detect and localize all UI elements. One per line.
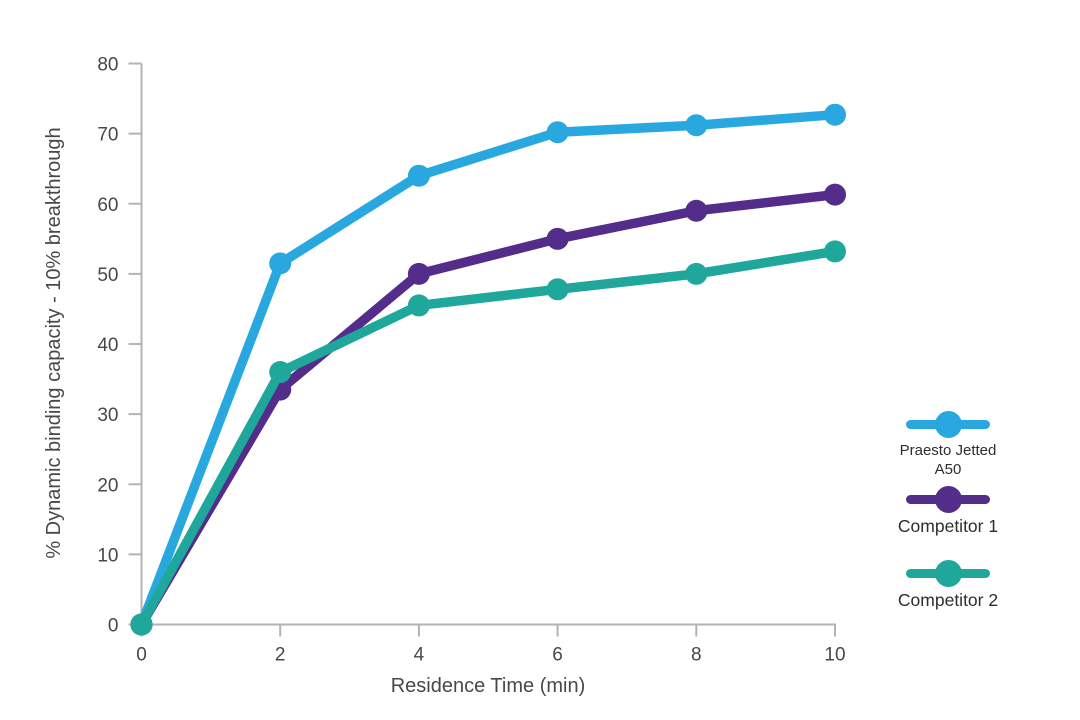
legend-label: Competitor 1 xyxy=(897,516,999,536)
data-point xyxy=(130,613,153,636)
data-point xyxy=(407,164,430,187)
legend-item-competitor-1: Competitor 1 xyxy=(896,486,1000,537)
legend-label: Competitor 2 xyxy=(897,590,999,610)
legend-label: Praesto Jetted A50 xyxy=(899,442,997,478)
series-group xyxy=(130,103,846,636)
y-axis: 0 10 20 30 40 50 60 70 80 xyxy=(97,55,143,637)
y-tick-label: 40 xyxy=(97,335,118,356)
x-tick-label: 6 xyxy=(552,645,563,666)
data-point xyxy=(824,240,846,263)
y-tick-label: 20 xyxy=(97,475,118,496)
legend: Praesto Jetted A50 Competitor 1 Competit… xyxy=(896,411,1000,611)
legend-swatch xyxy=(906,411,990,438)
series-line xyxy=(136,109,840,630)
legend-dot-icon xyxy=(934,411,962,438)
data-point xyxy=(546,227,569,250)
x-tick-label: 10 xyxy=(824,645,845,666)
x-axis-title: Residence Time (min) xyxy=(391,675,586,697)
data-point xyxy=(407,294,430,317)
data-point xyxy=(269,252,292,275)
series-line xyxy=(136,246,840,630)
series-praesto-jetted-a50 xyxy=(130,103,846,636)
data-point xyxy=(685,262,708,285)
series-line xyxy=(136,189,840,630)
data-point xyxy=(824,183,846,206)
data-point xyxy=(546,121,569,144)
data-point xyxy=(685,199,708,222)
y-tick-label: 70 xyxy=(97,125,118,146)
y-tick-label: 80 xyxy=(97,55,118,76)
legend-item-competitor-2: Competitor 2 xyxy=(896,560,1000,611)
y-tick-label: 0 xyxy=(108,616,119,637)
y-tick-label: 60 xyxy=(97,195,118,216)
y-tick-label: 50 xyxy=(97,265,118,286)
legend-swatch xyxy=(906,486,990,513)
x-tick-label: 2 xyxy=(275,645,286,666)
series-competitor-1 xyxy=(130,183,846,636)
x-tick-label: 4 xyxy=(414,645,425,666)
x-tick-label: 8 xyxy=(691,645,702,666)
data-point xyxy=(685,114,708,137)
legend-swatch xyxy=(906,560,990,587)
x-tick-label: 0 xyxy=(136,645,147,666)
data-point xyxy=(407,262,430,285)
y-tick-label: 10 xyxy=(97,545,118,566)
x-axis: 0 2 4 6 8 10 xyxy=(136,623,846,666)
series-competitor-2 xyxy=(130,240,846,636)
legend-dot-icon xyxy=(934,486,962,513)
y-tick-label: 30 xyxy=(97,405,118,426)
y-axis-title: % Dynamic binding capacity - 10% breakth… xyxy=(43,127,65,558)
legend-dot-icon xyxy=(934,560,962,587)
legend-item-praesto-jetted-a50: Praesto Jetted A50 xyxy=(896,411,1000,479)
data-point xyxy=(269,361,292,384)
data-point xyxy=(824,103,846,126)
data-point xyxy=(546,278,569,301)
